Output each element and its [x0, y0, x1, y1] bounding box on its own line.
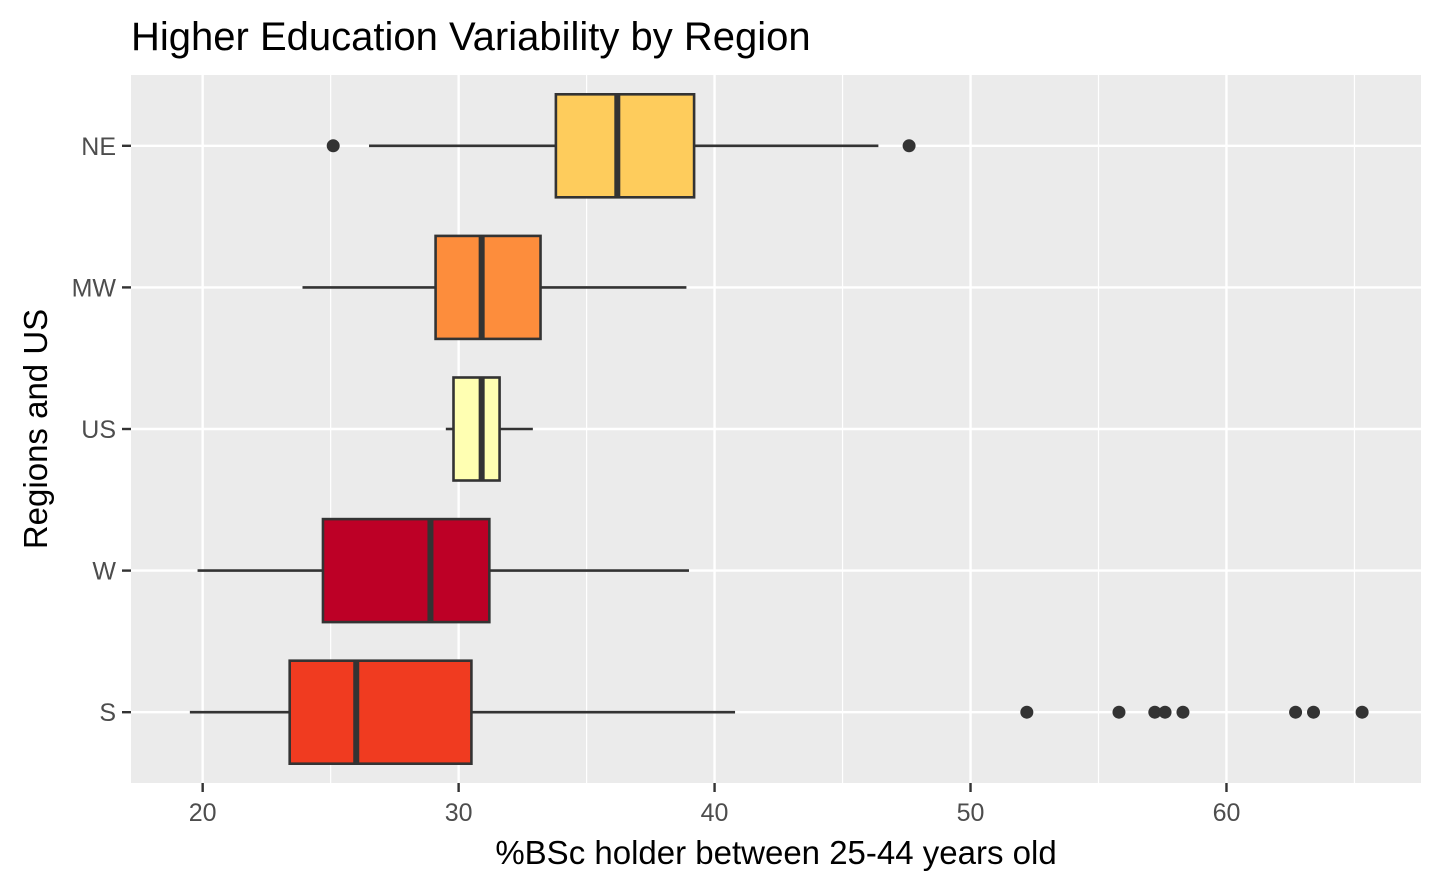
iqr-box	[321, 517, 491, 624]
x-tick-label: 30	[445, 799, 473, 827]
outlier-point	[1307, 705, 1320, 719]
outlier-point	[1148, 705, 1162, 719]
outlier-point	[1112, 705, 1126, 719]
x-tick-label: 20	[189, 799, 217, 827]
iqr-box	[554, 93, 696, 199]
chart-title: Higher Education Variability by Region	[131, 15, 811, 59]
box-w	[197, 517, 689, 624]
iqr-box	[434, 234, 542, 341]
y-tick-label: MW	[72, 274, 117, 302]
x-tick-label: 40	[701, 799, 729, 827]
outlier-point	[902, 139, 916, 153]
y-tick-label: NE	[81, 133, 116, 161]
y-tick-label: W	[92, 558, 116, 586]
outlier-point	[1355, 705, 1369, 719]
box-s	[189, 659, 1369, 766]
iqr-box	[452, 376, 501, 482]
y-axis-title: Regions and US	[17, 309, 54, 549]
iqr-box	[288, 659, 473, 766]
y-tick-label: S	[99, 699, 116, 727]
box-mw	[302, 234, 687, 341]
box-series	[189, 93, 1369, 766]
x-tick-label: 60	[1213, 799, 1241, 827]
outlier-point	[1020, 705, 1034, 719]
y-axis: NE MW US W S	[72, 133, 131, 727]
outlier-point	[1176, 705, 1190, 719]
box-us	[445, 376, 533, 482]
x-axis-title: %BSc holder between 25-44 years old	[495, 834, 1056, 871]
x-tick-label: 50	[957, 799, 985, 827]
box-ne	[326, 93, 916, 199]
y-tick-label: US	[81, 416, 116, 444]
outlier-point	[1158, 705, 1172, 719]
x-axis: 20 30 40 50 60	[189, 783, 1241, 827]
outlier-point	[326, 139, 340, 153]
outlier-point	[1289, 705, 1303, 719]
